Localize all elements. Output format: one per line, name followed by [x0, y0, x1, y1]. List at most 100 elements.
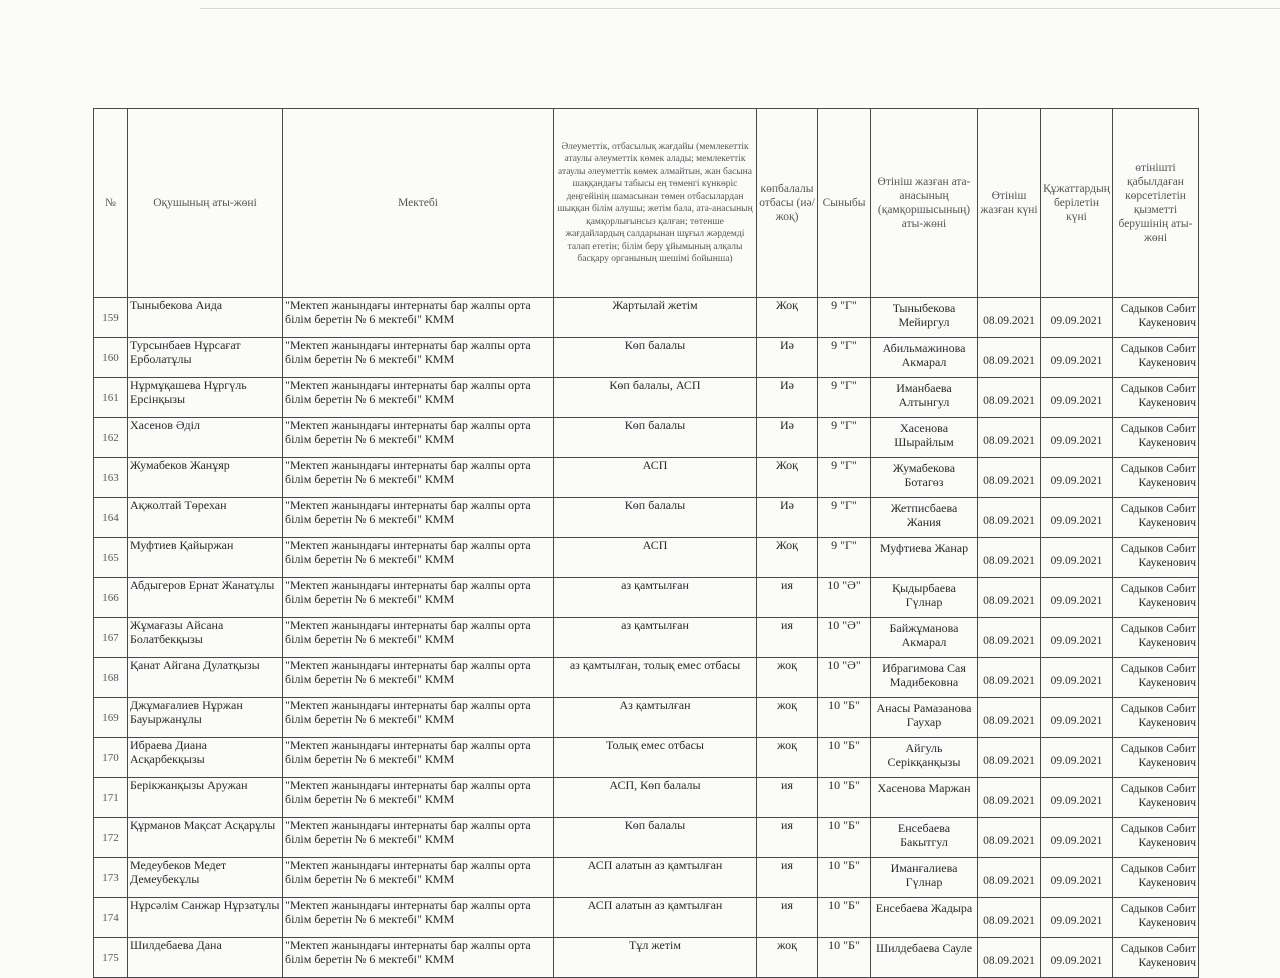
cell-class: 10 "Б"	[817, 777, 871, 818]
cell-large-family: жоқ	[756, 657, 818, 698]
cell-class: 10 "Б"	[817, 697, 871, 738]
cell-doc-date: 09.09.2021	[1040, 897, 1113, 938]
cell-social: Көп балалы, АСП	[553, 377, 757, 418]
cell-num: 167	[93, 617, 128, 658]
header-parent: Өтініш жазған ата-анасының (қамқоршысыны…	[870, 108, 978, 298]
cell-school: "Мектеп жанындағы интернаты бар жалпы ор…	[282, 577, 554, 618]
table-row: 161 Нұрмұқашева Нұргүль Ерсінқызы "Мектеп …	[93, 377, 1199, 418]
cell-doc-date: 09.09.2021	[1040, 857, 1113, 898]
cell-parent: Иманбаева Алтынгул	[870, 377, 978, 418]
cell-acceptor: Садыков Сәбит Каукенович	[1112, 737, 1199, 778]
cell-num: 165	[93, 537, 128, 578]
cell-school: "Мектеп жанындағы интернаты бар жалпы ор…	[282, 417, 554, 458]
cell-app-date: 08.09.2021	[977, 937, 1041, 978]
cell-num: 168	[93, 657, 128, 698]
cell-class: 9 "Г"	[817, 417, 871, 458]
cell-parent: Анасы Рамазанова Гаухар	[870, 697, 978, 738]
header-num: №	[93, 108, 128, 298]
cell-num: 159	[93, 297, 128, 338]
cell-doc-date: 09.09.2021	[1040, 617, 1113, 658]
cell-num: 164	[93, 497, 128, 538]
cell-num: 160	[93, 337, 128, 378]
cell-large-family: ия	[756, 777, 818, 818]
cell-school: "Мектеп жанындағы интернаты бар жалпы ор…	[282, 337, 554, 378]
cell-app-date: 08.09.2021	[977, 417, 1041, 458]
cell-social: АСП, Көп балалы	[553, 777, 757, 818]
cell-student: Турсынбаев Нұрсағат Ерболатұлы	[127, 337, 283, 378]
cell-school: "Мектеп жанындағы интернаты бар жалпы ор…	[282, 377, 554, 418]
cell-doc-date: 09.09.2021	[1040, 537, 1113, 578]
cell-app-date: 08.09.2021	[977, 657, 1041, 698]
cell-app-date: 08.09.2021	[977, 857, 1041, 898]
cell-num: 174	[93, 897, 128, 938]
cell-acceptor: Садыков Сәбит Каукенович	[1112, 377, 1199, 418]
cell-student: Құрманов Мақсат Асқарұлы	[127, 817, 283, 858]
cell-social: аз қамтылған	[553, 577, 757, 618]
header-social: Әлеуметтік, отбасылық жағдайы (мемлекетт…	[553, 108, 757, 298]
cell-large-family: жоқ	[756, 737, 818, 778]
cell-app-date: 08.09.2021	[977, 617, 1041, 658]
table-row: 162 Хасенов Әділ "Мектеп жанындағы интерна…	[93, 417, 1199, 458]
table-row: 159 Тыныбекова Аида "Мектеп жанындағы инте…	[93, 297, 1199, 338]
cell-class: 10 "Ә"	[817, 657, 871, 698]
cell-student: Нұрмұқашева Нұргүль Ерсінқызы	[127, 377, 283, 418]
cell-num: 163	[93, 457, 128, 498]
header-school: Мектебі	[282, 108, 554, 298]
cell-social: АСП	[553, 537, 757, 578]
cell-large-family: жоқ	[756, 697, 818, 738]
cell-parent: Қыдырбаева Гүлнар	[870, 577, 978, 618]
cell-doc-date: 09.09.2021	[1040, 577, 1113, 618]
cell-app-date: 08.09.2021	[977, 777, 1041, 818]
table-row: 175 Шилдебаева Дана "Мектеп жанындағы инте…	[93, 937, 1199, 978]
cell-acceptor: Садыков Сәбит Каукенович	[1112, 657, 1199, 698]
table-row: 163 Жумабеков Жанұяр "Мектеп жанындағы инт…	[93, 457, 1199, 498]
cell-class: 10 "Ә"	[817, 577, 871, 618]
table-row: 169 Джұмағалиев Нұржан Бауыржанұлы "Мектеп…	[93, 697, 1199, 738]
cell-student: Жумабеков Жанұяр	[127, 457, 283, 498]
cell-doc-date: 09.09.2021	[1040, 697, 1113, 738]
cell-class: 10 "Б"	[817, 817, 871, 858]
cell-student: Берікжанқызы Аружан	[127, 777, 283, 818]
cell-class: 10 "Б"	[817, 737, 871, 778]
cell-app-date: 08.09.2021	[977, 297, 1041, 338]
cell-social: аз қамтылған, толық емес отбасы	[553, 657, 757, 698]
cell-parent: Жетписбаева Жания	[870, 497, 978, 538]
cell-large-family: Жоқ	[756, 297, 818, 338]
scan-edge-line	[200, 8, 1280, 9]
cell-large-family: ия	[756, 617, 818, 658]
cell-class: 10 "Ә"	[817, 617, 871, 658]
cell-class: 10 "Б"	[817, 937, 871, 978]
cell-class: 9 "Г"	[817, 337, 871, 378]
cell-app-date: 08.09.2021	[977, 577, 1041, 618]
cell-app-date: 08.09.2021	[977, 337, 1041, 378]
cell-parent: Абильмажинова Акмарал	[870, 337, 978, 378]
cell-large-family: Иә	[756, 337, 818, 378]
cell-large-family: ия	[756, 897, 818, 938]
header-student: Оқушының аты-жөні	[127, 108, 283, 298]
cell-class: 9 "Г"	[817, 297, 871, 338]
cell-parent: Муфтиева Жанар	[870, 537, 978, 578]
cell-num: 171	[93, 777, 128, 818]
cell-acceptor: Садыков Сәбит Каукенович	[1112, 897, 1199, 938]
cell-student: Шилдебаева Дана	[127, 937, 283, 978]
cell-social: Аз қамтылған	[553, 697, 757, 738]
cell-app-date: 08.09.2021	[977, 377, 1041, 418]
cell-parent: Хасенова Маржан	[870, 777, 978, 818]
cell-large-family: Иә	[756, 417, 818, 458]
cell-student: Қанат Айгана Дулатқызы	[127, 657, 283, 698]
cell-doc-date: 09.09.2021	[1040, 297, 1113, 338]
table-row: 160 Турсынбаев Нұрсағат Ерболатұлы "Мектеп…	[93, 337, 1199, 378]
cell-student: Ақжолтай Төрехан	[127, 497, 283, 538]
cell-large-family: ия	[756, 577, 818, 618]
cell-num: 169	[93, 697, 128, 738]
cell-acceptor: Садыков Сәбит Каукенович	[1112, 537, 1199, 578]
cell-parent: Иманғалиева Гүлнар	[870, 857, 978, 898]
applications-table: № Оқушының аты-жөні Мектебі Әлеуметтік, …	[93, 108, 1199, 978]
cell-num: 162	[93, 417, 128, 458]
cell-school: "Мектеп жанындағы интернаты бар жалпы ор…	[282, 777, 554, 818]
cell-acceptor: Садыков Сәбит Каукенович	[1112, 817, 1199, 858]
cell-school: "Мектеп жанындағы интернаты бар жалпы ор…	[282, 657, 554, 698]
cell-doc-date: 09.09.2021	[1040, 417, 1113, 458]
cell-student: Джұмағалиев Нұржан Бауыржанұлы	[127, 697, 283, 738]
cell-acceptor: Садыков Сәбит Каукенович	[1112, 857, 1199, 898]
